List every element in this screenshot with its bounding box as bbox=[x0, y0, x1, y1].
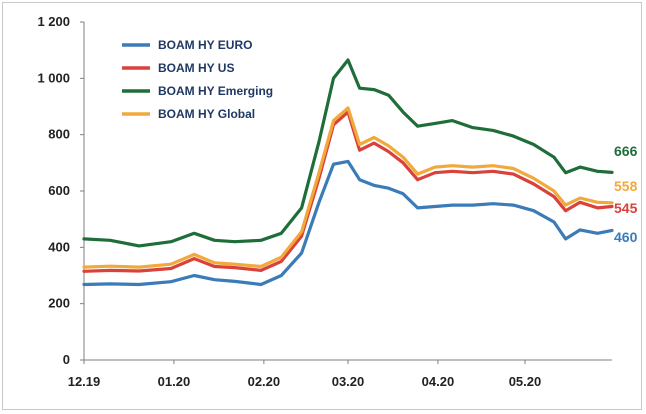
legend-label: BOAM HY US bbox=[158, 61, 234, 75]
y-tick-label: 400 bbox=[48, 239, 70, 254]
legend: BOAM HY EURO BOAM HY US BOAM HY Emerging BO… bbox=[122, 38, 273, 121]
y-tick-label: 200 bbox=[48, 296, 70, 311]
y-tick-label: 1 000 bbox=[37, 70, 70, 85]
end-value-label: 666 bbox=[614, 143, 638, 159]
x-tick-label: 02.20 bbox=[248, 374, 281, 389]
legend-label: BOAM HY Global bbox=[158, 107, 255, 121]
x-tick-label: 03.20 bbox=[332, 374, 365, 389]
end-labels: 460 545 666 558 bbox=[614, 143, 638, 245]
series-line-3 bbox=[82, 106, 614, 269]
series-line-2 bbox=[82, 58, 614, 248]
y-tick-label: 800 bbox=[48, 127, 70, 142]
axes: 0 200 400 600 800 1 000 1 200 12.19 01.20 02.20 03… bbox=[37, 14, 612, 389]
end-value-label: 545 bbox=[614, 200, 638, 216]
legend-label: BOAM HY Emerging bbox=[158, 84, 273, 98]
end-value-label: 460 bbox=[614, 229, 638, 245]
legend-label: BOAM HY EURO bbox=[158, 38, 252, 52]
x-tick-label: 01.20 bbox=[158, 374, 191, 389]
y-tick-label: 0 bbox=[63, 352, 70, 367]
series-line-1 bbox=[82, 110, 614, 273]
y-tick-label: 1 200 bbox=[37, 14, 70, 29]
x-tick-label: 12.19 bbox=[68, 374, 101, 389]
end-value-label: 558 bbox=[614, 178, 638, 194]
x-tick-label: 05.20 bbox=[509, 374, 542, 389]
x-tick-label: 04.20 bbox=[422, 374, 455, 389]
series-line-0 bbox=[82, 159, 614, 287]
series-layer bbox=[82, 58, 614, 287]
chart-frame bbox=[2, 2, 642, 410]
y-tick-label: 600 bbox=[48, 183, 70, 198]
